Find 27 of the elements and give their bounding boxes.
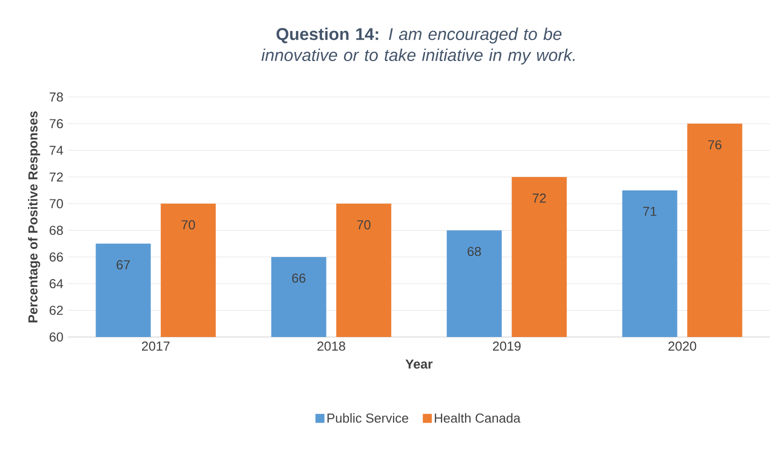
y-axis-title: Percentage of Positive Responses: [28, 111, 40, 322]
x-tick-label: 2019: [492, 342, 521, 351]
legend-label: Public Service: [328, 413, 408, 423]
chart-title: Question 14: I am encouraged to be innovative or to take initiative in my work.: [261, 28, 575, 64]
x-tick-label: 2017: [142, 342, 170, 351]
data-label: 67: [116, 260, 130, 270]
y-tick-label: 70: [50, 199, 63, 208]
x-axis-title: Year: [405, 360, 433, 369]
data-label: 68: [468, 246, 481, 256]
y-tick-label: 66: [50, 252, 63, 262]
data-label: 70: [182, 220, 195, 230]
data-label: 71: [643, 206, 656, 216]
y-tick-label: 78: [50, 92, 63, 102]
y-tick-label: 68: [50, 226, 63, 235]
data-label: 76: [708, 140, 722, 150]
legend-label: Health Canada: [434, 413, 521, 423]
x-tick-label: 2020: [668, 342, 696, 351]
y-tick-label: 64: [50, 279, 64, 288]
y-tick-label: 72: [50, 172, 63, 182]
x-tick-label: 2018: [317, 342, 346, 351]
data-label: 72: [532, 194, 546, 203]
data-label: 70: [357, 220, 370, 230]
y-tick-label: 74: [50, 146, 64, 155]
data-label: 66: [292, 274, 306, 283]
y-tick-label: 60: [50, 332, 63, 342]
y-tick-label: 62: [50, 306, 63, 315]
y-tick-label: 76: [50, 119, 63, 128]
